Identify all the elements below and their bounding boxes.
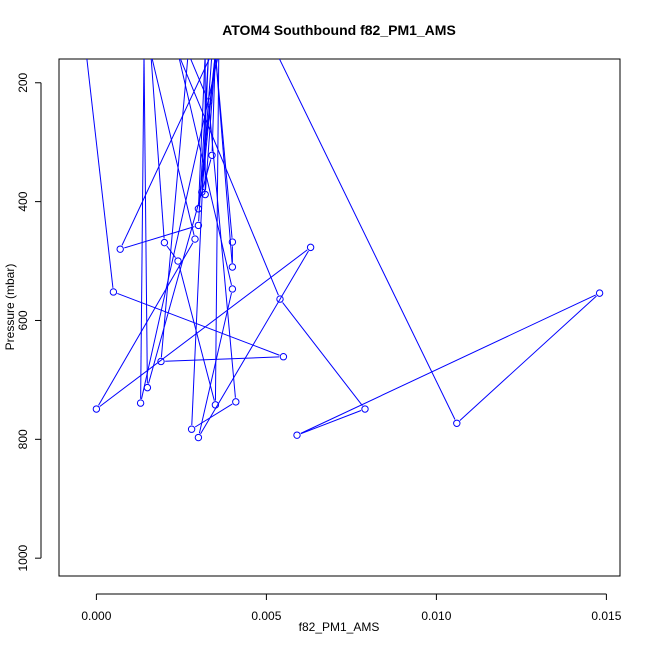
data-point xyxy=(194,221,203,230)
series-line-segment xyxy=(208,105,236,398)
data-point xyxy=(208,151,216,159)
series-line-segment xyxy=(124,226,195,249)
y-axis-label: Pressure (mbar) xyxy=(3,264,17,351)
series-line-segment xyxy=(150,59,165,239)
y-tick-label: 600 xyxy=(16,310,30,330)
data-point xyxy=(136,399,145,407)
data-point xyxy=(92,405,101,413)
data-point xyxy=(228,263,237,271)
data-point xyxy=(595,289,604,297)
x-axis-label: f82_PM1_AMS xyxy=(299,620,380,634)
data-point xyxy=(204,98,213,106)
data-point xyxy=(228,285,237,293)
data-point xyxy=(194,205,203,213)
x-axis: 0.000 0.005 0.010 0.015 xyxy=(81,593,622,623)
series-line-segment xyxy=(214,59,220,401)
series-line-segment xyxy=(160,59,189,358)
series-line-segment xyxy=(166,245,176,258)
y-axis: 200 400 600 800 1000 xyxy=(16,72,42,572)
data-point xyxy=(453,419,461,427)
data-point xyxy=(157,357,165,366)
series-line-segment xyxy=(143,59,148,384)
data-point xyxy=(276,295,284,303)
data-point xyxy=(187,425,196,433)
y-tick-label: 200 xyxy=(16,72,30,92)
x-tick-label: 0.015 xyxy=(591,609,621,623)
data-point xyxy=(174,257,182,265)
data-point xyxy=(232,398,240,406)
series-line-segment xyxy=(278,59,456,420)
data-point xyxy=(306,243,315,252)
series-line-segment xyxy=(121,59,210,246)
data-point xyxy=(293,431,301,439)
data-point xyxy=(201,190,209,199)
series-line-segment xyxy=(282,302,363,406)
series-line-segment xyxy=(459,295,597,421)
series-line-segment xyxy=(198,292,232,434)
plot-frame xyxy=(58,58,621,577)
x-tick-label: 0.010 xyxy=(421,609,451,623)
x-tick-label: 0.005 xyxy=(251,609,281,623)
series-line-segment xyxy=(141,59,218,400)
series-line-segment xyxy=(165,356,280,362)
series-line-segment xyxy=(99,249,308,407)
y-tick-label: 800 xyxy=(16,429,30,449)
data-point xyxy=(143,383,152,392)
data-point xyxy=(194,433,203,442)
y-tick-label: 1000 xyxy=(16,545,30,572)
data-point xyxy=(211,401,220,409)
series-line-segment xyxy=(98,242,194,406)
data-point xyxy=(160,238,169,247)
data-point xyxy=(109,288,118,296)
series-line-segment xyxy=(198,59,216,205)
series-line-segment xyxy=(86,59,114,288)
series-line-segment xyxy=(178,59,232,285)
series-line-segment xyxy=(300,410,362,435)
series-line-segment xyxy=(151,59,195,236)
data-point xyxy=(279,353,288,361)
data-point xyxy=(191,235,199,243)
series-line-segment xyxy=(179,59,279,296)
chart-title: ATOM4 Southbound f82_PM1_AMS xyxy=(222,22,456,38)
data-point xyxy=(116,245,124,253)
data-point xyxy=(361,405,369,413)
series-line-segment xyxy=(140,59,145,399)
x-tick-label: 0.000 xyxy=(81,609,111,623)
y-tick-label: 400 xyxy=(16,191,30,211)
data-point xyxy=(228,238,237,246)
series-layer xyxy=(86,59,604,442)
series-line-segment xyxy=(117,292,280,356)
series-line-segment xyxy=(191,59,209,426)
series-line-segment xyxy=(300,294,597,434)
series-line-segment xyxy=(148,159,212,384)
